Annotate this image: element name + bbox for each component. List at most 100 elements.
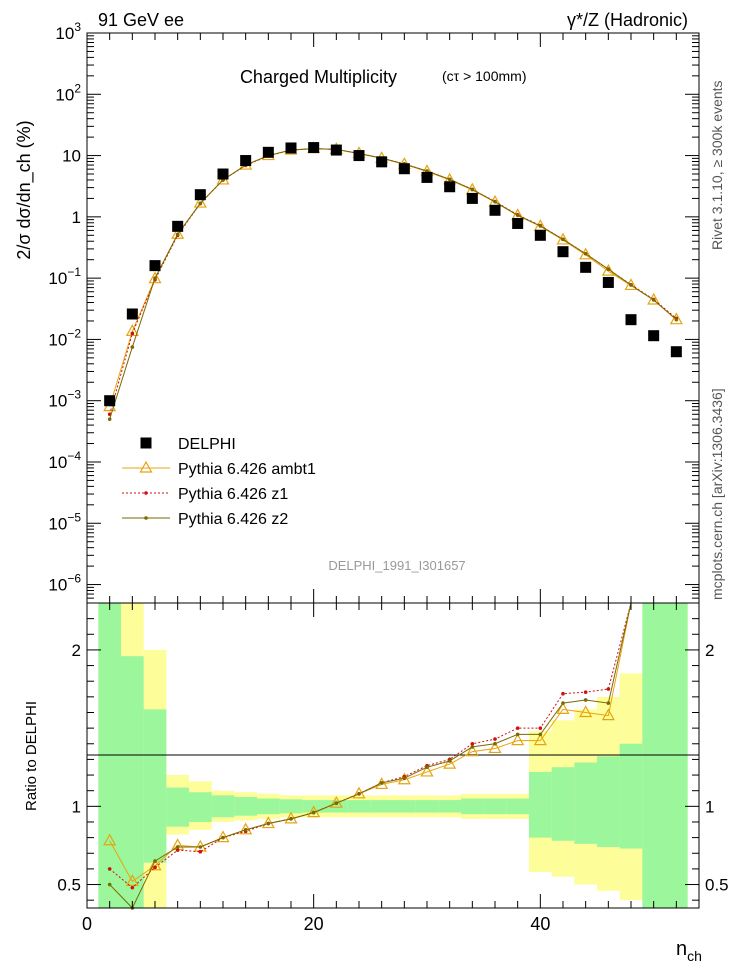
data-point <box>421 171 433 183</box>
ratio-point <box>511 733 525 746</box>
ratio-point <box>425 765 429 770</box>
ratio-y-tick-label-right: 1 <box>705 797 714 816</box>
data-point <box>194 189 206 201</box>
ratio-point <box>148 858 162 871</box>
data-point <box>534 229 546 241</box>
ratio-y-tick-label: 2 <box>72 641 81 660</box>
inner-band <box>325 800 348 813</box>
legend-label: Pythia 6.426 z1 <box>178 486 288 503</box>
data-point <box>602 276 614 288</box>
ratio-point <box>221 835 225 840</box>
data-point <box>515 213 520 218</box>
data-point <box>425 169 429 173</box>
data-point <box>580 261 592 273</box>
data-point <box>647 292 661 305</box>
data-point <box>538 224 543 228</box>
inner-band <box>506 798 529 815</box>
ratio-y-label: Ratio to DELPHI <box>23 701 40 811</box>
ratio-point <box>606 701 611 705</box>
data-point <box>130 345 135 349</box>
ratio-point <box>583 698 588 702</box>
inner-band <box>461 798 484 815</box>
ratio-y-label-text: Ratio to DELPHI <box>23 701 40 811</box>
y-tick-label: 10 <box>62 147 81 166</box>
inner-band <box>347 800 371 813</box>
data-point <box>493 200 497 204</box>
data-point <box>153 276 157 280</box>
data-point <box>624 278 638 291</box>
data-point <box>107 417 112 421</box>
ratio-point <box>311 810 316 815</box>
ratio-axes: 0 20 40 0.5 0.5 1 1 2 2 <box>57 603 729 934</box>
inner-band <box>211 795 235 818</box>
data-point <box>601 263 615 276</box>
ratio-point <box>266 821 271 826</box>
ratio-point <box>561 701 565 705</box>
ratio-uncertainty-bands <box>98 603 688 908</box>
ratio-point <box>579 705 593 718</box>
rivet-label: Rivet 3.1.10, ≥ 300k events <box>709 80 725 250</box>
header-right: γ*/Z (Hadronic) <box>567 10 688 30</box>
data-point <box>353 150 365 162</box>
data-point <box>556 232 570 245</box>
ratio-point <box>561 691 565 696</box>
data-point <box>625 314 637 326</box>
inner-band <box>529 771 552 838</box>
ratio-point <box>601 708 615 721</box>
ratio-line <box>109 602 677 909</box>
ratio-point <box>556 702 570 714</box>
ratio-point <box>107 882 112 887</box>
data-point <box>376 156 388 168</box>
ratio-point <box>488 741 502 754</box>
x-tick-label: 0 <box>82 914 92 934</box>
ratio-point <box>130 885 135 890</box>
data-point <box>512 217 524 229</box>
ratio-point <box>515 726 520 730</box>
data-point <box>104 395 116 407</box>
ratio-series-layer <box>103 602 677 910</box>
analysis-watermark: DELPHI_1991_I301657 <box>328 558 465 573</box>
ratio-point <box>103 833 117 846</box>
data-point <box>172 220 184 232</box>
ratio-panel: 0 20 400.5 0.51 12 2 Ratio to DELPHI nch <box>23 602 729 964</box>
header-left: 91 GeV ee <box>98 10 184 30</box>
legend-swatch <box>144 491 148 495</box>
data-point <box>240 155 252 167</box>
inner-band <box>370 800 393 813</box>
data-point <box>606 267 611 271</box>
inner-band <box>257 798 280 815</box>
data-point <box>330 144 342 156</box>
ratio-point <box>175 848 180 852</box>
inner-band <box>438 800 461 813</box>
data-point <box>648 330 660 342</box>
data-point <box>193 195 207 208</box>
ratio-series-pythia-6-426-z2 <box>107 602 677 910</box>
ratio-point <box>465 744 479 757</box>
ratio-point <box>583 690 588 694</box>
ratio-point <box>175 845 180 849</box>
main-series-layer <box>103 141 683 421</box>
data-point <box>175 232 180 237</box>
data-point <box>130 331 135 336</box>
data-point <box>149 260 161 272</box>
ratio-point <box>243 827 248 832</box>
ratio-point <box>198 849 203 854</box>
ratio-point <box>153 859 157 863</box>
ratio-point <box>198 845 203 849</box>
y-tick-label: 1 <box>72 208 81 227</box>
data-point <box>262 146 274 158</box>
ratio-point <box>538 726 543 730</box>
ratio-point <box>420 764 434 777</box>
data-point <box>466 192 478 204</box>
data-point <box>125 324 139 337</box>
main-y-label: 2/σ dσ/dn_ch (%) <box>14 120 35 259</box>
inner-band <box>143 709 167 863</box>
ratio-point <box>493 741 497 746</box>
ratio-y-tick-label: 1 <box>72 797 81 816</box>
ratio-point <box>357 792 361 796</box>
ratio-point <box>334 801 339 806</box>
inner-band <box>574 762 597 844</box>
data-point <box>669 312 683 325</box>
legend-swatch <box>140 437 152 449</box>
